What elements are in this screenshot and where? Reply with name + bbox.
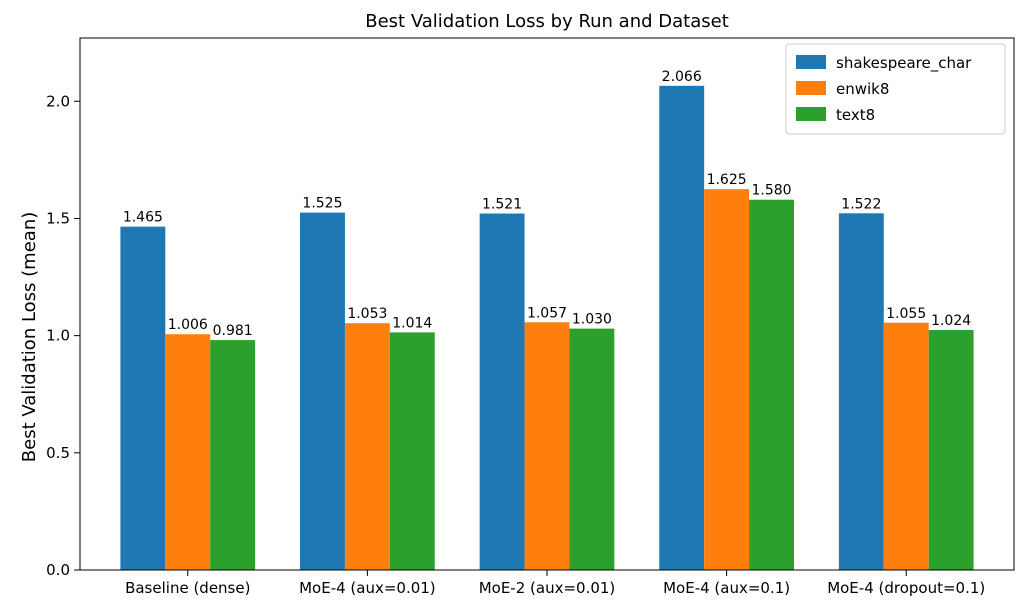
y-tick-label: 0.5 (46, 444, 70, 462)
bar-shakespeare_char-2 (479, 213, 525, 571)
y-tick-label: 1.5 (46, 209, 70, 227)
x-axis: Baseline (dense) MoE-4 (aux=0.01) MoE-2 (a… (125, 570, 985, 597)
value-label-text8-4: 1.024 (931, 313, 971, 329)
y-axis: 0.0 0.5 1.0 1.5 2.0 (46, 92, 80, 579)
bar-text8-0 (210, 340, 256, 570)
value-label-enwik8-4: 1.055 (886, 306, 926, 322)
legend-swatch-text8 (796, 107, 826, 121)
x-tick-label: Baseline (dense) (125, 579, 250, 597)
bar-enwik8-1 (344, 323, 390, 570)
legend-label-shakespeare_char: shakespeare_char (836, 54, 972, 73)
legend-label-enwik8: enwik8 (836, 80, 889, 98)
value-label-text8-3: 1.580 (751, 183, 791, 199)
legend-swatch-shakespeare_char (796, 55, 826, 69)
value-label-enwik8-0: 1.006 (168, 317, 208, 333)
x-tick-label: MoE-4 (dropout=0.1) (827, 579, 985, 597)
value-label-text8-1: 1.014 (392, 315, 432, 331)
bar-shakespeare_char-0 (120, 226, 166, 570)
value-label-text8-0: 0.981 (213, 323, 253, 339)
bar-enwik8-4 (883, 322, 929, 570)
bar-enwik8-2 (524, 322, 570, 570)
x-tick-label: MoE-4 (aux=0.01) (299, 579, 436, 597)
value-label-shakespeare_char-4: 1.522 (841, 196, 881, 212)
bar-text8-1 (389, 332, 435, 570)
value-label-shakespeare_char-0: 1.465 (123, 210, 163, 226)
value-label-text8-2: 1.030 (572, 312, 612, 328)
legend-box (785, 43, 1006, 135)
y-tick-label: 0.0 (46, 561, 70, 579)
y-axis-label: Best Validation Loss (mean) (19, 212, 40, 462)
bar-text8-4 (928, 330, 974, 570)
bar-shakespeare_char-1 (300, 212, 345, 570)
x-tick-label: MoE-4 (aux=0.1) (663, 579, 790, 597)
x-tick-label: MoE-2 (aux=0.01) (479, 579, 616, 597)
value-label-enwik8-1: 1.053 (347, 306, 387, 322)
y-tick-label: 2.0 (46, 92, 70, 110)
value-labels-group: 1.465 1.525 1.521 2.066 1.522 1.006 1.053 1.057… (123, 69, 971, 339)
value-label-shakespeare_char-1: 1.525 (302, 196, 342, 212)
plot-frame (79, 37, 1015, 571)
bars-group (120, 85, 974, 571)
legend-label-text8: text8 (836, 106, 875, 124)
bar-text8-3 (749, 199, 794, 570)
legend-swatch-enwik8 (796, 81, 826, 95)
value-label-enwik8-3: 1.625 (707, 172, 747, 188)
value-label-shakespeare_char-3: 2.066 (662, 69, 702, 85)
value-label-enwik8-2: 1.057 (527, 305, 567, 321)
chart-title: Best Validation Loss by Run and Dataset (365, 11, 729, 32)
legend: shakespeare_char enwik8 text8 (785, 43, 1006, 135)
bar-text8-2 (569, 328, 615, 570)
y-tick-label: 1.0 (46, 327, 70, 345)
bar-shakespeare_char-4 (838, 213, 884, 571)
bar-enwik8-3 (704, 189, 750, 570)
bar-shakespeare_char-3 (659, 85, 705, 570)
bar-enwik8-0 (165, 334, 211, 570)
value-label-shakespeare_char-2: 1.521 (482, 197, 522, 213)
